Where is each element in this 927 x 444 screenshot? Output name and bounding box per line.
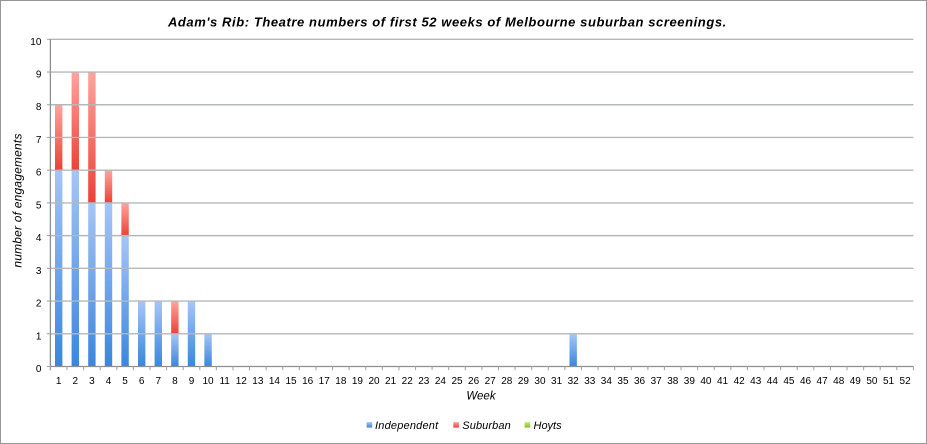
svg-text:42: 42 — [734, 376, 746, 387]
svg-text:29: 29 — [518, 376, 530, 387]
svg-text:44: 44 — [767, 376, 779, 387]
svg-text:12: 12 — [236, 376, 248, 387]
svg-text:3: 3 — [36, 266, 42, 277]
svg-text:36: 36 — [634, 376, 646, 387]
svg-text:46: 46 — [800, 376, 812, 387]
svg-text:41: 41 — [717, 376, 729, 387]
svg-text:47: 47 — [817, 376, 829, 387]
svg-text:25: 25 — [451, 376, 463, 387]
svg-text:24: 24 — [435, 376, 447, 387]
svg-text:43: 43 — [750, 376, 762, 387]
svg-text:10: 10 — [30, 37, 42, 48]
svg-text:51: 51 — [883, 376, 895, 387]
svg-text:50: 50 — [866, 376, 878, 387]
svg-text:Hoyts: Hoyts — [534, 420, 563, 432]
svg-text:37: 37 — [651, 376, 663, 387]
svg-text:4: 4 — [36, 233, 42, 244]
svg-text:Independent: Independent — [375, 420, 439, 432]
svg-text:30: 30 — [534, 376, 546, 387]
svg-text:11: 11 — [219, 376, 230, 387]
svg-text:49: 49 — [850, 376, 862, 387]
svg-text:15: 15 — [285, 376, 297, 387]
svg-text:20: 20 — [368, 376, 380, 387]
svg-text:26: 26 — [468, 376, 480, 387]
svg-text:6: 6 — [36, 168, 42, 179]
svg-text:7: 7 — [155, 376, 161, 387]
svg-text:4: 4 — [106, 376, 112, 387]
svg-text:33: 33 — [584, 376, 596, 387]
svg-text:28: 28 — [501, 376, 513, 387]
svg-text:Adam's Rib: Theatre numbers of: Adam's Rib: Theatre numbers of first 52 … — [167, 15, 727, 30]
svg-text:10: 10 — [202, 376, 214, 387]
svg-text:16: 16 — [302, 376, 314, 387]
svg-text:3: 3 — [89, 376, 95, 387]
svg-text:5: 5 — [122, 376, 128, 387]
svg-text:7: 7 — [36, 135, 42, 146]
svg-text:5: 5 — [36, 200, 42, 211]
svg-text:9: 9 — [36, 70, 42, 81]
svg-text:2: 2 — [73, 376, 79, 387]
svg-text:38: 38 — [667, 376, 679, 387]
svg-text:18: 18 — [335, 376, 347, 387]
svg-text:45: 45 — [783, 376, 795, 387]
svg-text:52: 52 — [900, 376, 912, 387]
svg-text:6: 6 — [139, 376, 145, 387]
svg-text:32: 32 — [568, 376, 580, 387]
svg-text:17: 17 — [319, 376, 331, 387]
svg-text:34: 34 — [601, 376, 613, 387]
svg-text:22: 22 — [402, 376, 414, 387]
svg-text:1: 1 — [56, 376, 62, 387]
svg-text:Suburban: Suburban — [462, 420, 511, 432]
svg-text:40: 40 — [700, 376, 712, 387]
svg-text:2: 2 — [36, 299, 42, 310]
svg-text:1: 1 — [36, 331, 42, 342]
svg-text:0: 0 — [36, 364, 42, 375]
svg-text:27: 27 — [485, 376, 497, 387]
svg-text:13: 13 — [252, 376, 264, 387]
svg-text:48: 48 — [833, 376, 845, 387]
svg-text:39: 39 — [684, 376, 696, 387]
svg-text:9: 9 — [189, 376, 195, 387]
svg-text:23: 23 — [418, 376, 430, 387]
svg-text:21: 21 — [385, 376, 397, 387]
svg-text:number of engagements: number of engagements — [11, 133, 25, 267]
svg-text:8: 8 — [172, 376, 178, 387]
svg-text:14: 14 — [269, 376, 281, 387]
svg-text:Week: Week — [466, 391, 496, 403]
svg-text:8: 8 — [36, 102, 42, 113]
svg-text:35: 35 — [617, 376, 629, 387]
svg-text:31: 31 — [551, 376, 563, 387]
svg-text:19: 19 — [352, 376, 364, 387]
